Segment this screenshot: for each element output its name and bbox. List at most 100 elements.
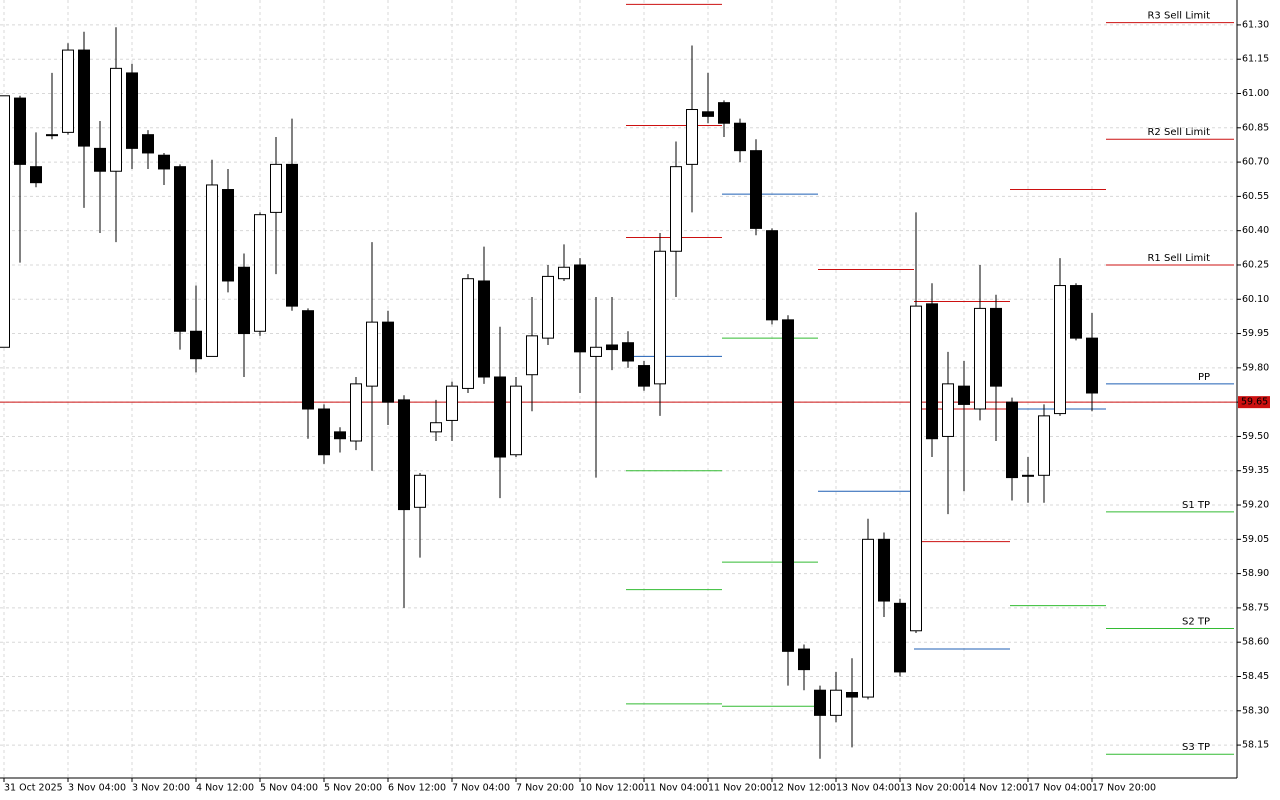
candle-body (990, 307, 1002, 387)
y-tick-label: 61.30 (1242, 19, 1269, 30)
x-tick-label: 14 Nov 12:00 (964, 783, 1028, 794)
candle-body (46, 134, 58, 137)
level-label: S2 TP (1182, 616, 1210, 627)
y-tick-label: 60.55 (1242, 191, 1269, 202)
x-tick-label: 6 Nov 12:00 (388, 783, 446, 794)
level-label: S1 TP (1182, 500, 1210, 511)
candle-body (782, 319, 794, 652)
y-tick-label: 59.35 (1242, 465, 1269, 476)
candle-body (606, 344, 618, 351)
x-tick-label: 3 Nov 04:00 (68, 783, 126, 794)
candle-body (878, 538, 890, 602)
y-tick-label: 58.15 (1242, 740, 1269, 751)
x-tick-label: 12 Nov 12:00 (772, 783, 836, 794)
candle-body (510, 385, 522, 456)
x-tick-label: 13 Nov 04:00 (836, 783, 900, 794)
candle-body (734, 122, 746, 152)
x-tick-label: 4 Nov 12:00 (196, 783, 254, 794)
candle-body (654, 250, 666, 385)
candle-body (222, 189, 234, 282)
candle-body (382, 321, 394, 403)
candle-body (1086, 337, 1098, 394)
y-tick-label: 59.50 (1242, 431, 1269, 442)
candle-body (1054, 285, 1066, 415)
candle-body (30, 166, 42, 184)
y-tick-label: 58.60 (1242, 637, 1269, 648)
candle-body (862, 538, 874, 698)
candle-body (398, 399, 410, 511)
candle-body (1070, 285, 1082, 339)
candle-body (14, 97, 26, 165)
candle-body (414, 474, 426, 508)
y-tick-label: 60.70 (1242, 157, 1269, 168)
y-tick-label: 60.25 (1242, 259, 1269, 270)
candle-body (366, 321, 378, 387)
x-tick-label: 13 Nov 20:00 (900, 783, 964, 794)
candle-body (894, 602, 906, 673)
x-tick-label: 7 Nov 20:00 (516, 783, 574, 794)
candle-body (830, 689, 842, 716)
candle-body (318, 408, 330, 456)
candle-body (766, 230, 778, 321)
y-tick-label: 60.40 (1242, 225, 1269, 236)
candle-body (286, 163, 298, 307)
x-tick-label: 5 Nov 04:00 (260, 783, 318, 794)
candle-body (542, 275, 554, 339)
candle-body (254, 214, 266, 332)
y-tick-label: 59.80 (1242, 362, 1269, 373)
candle-body (1022, 474, 1034, 477)
candle-body (686, 109, 698, 165)
candle-body (942, 383, 954, 437)
level-label: PP (1198, 372, 1210, 383)
candle-body (62, 49, 74, 133)
candle-body (558, 266, 570, 280)
candle-body (174, 166, 186, 332)
candle-body (494, 376, 506, 458)
candle-body (926, 303, 938, 440)
candle-body (206, 184, 218, 357)
x-tick-label: 10 Nov 12:00 (580, 783, 644, 794)
y-tick-label: 58.45 (1242, 671, 1269, 682)
x-tick-label: 3 Nov 20:00 (132, 783, 190, 794)
x-tick-label: 7 Nov 04:00 (452, 783, 510, 794)
bid-label: 59.65 (1241, 397, 1268, 408)
candle-body (110, 67, 122, 172)
candle-body (702, 111, 714, 117)
candle-body (78, 49, 90, 147)
candle-body (94, 147, 106, 172)
candle-body (798, 648, 810, 671)
candle-body (0, 95, 10, 348)
candle-body (910, 305, 922, 632)
candle-body (302, 310, 314, 410)
y-tick-label: 60.85 (1242, 122, 1269, 133)
level-label: R1 Sell Limit (1147, 253, 1210, 264)
x-tick-label: 17 Nov 20:00 (1092, 783, 1156, 794)
y-tick-label: 61.15 (1242, 54, 1269, 65)
y-tick-label: 59.95 (1242, 328, 1269, 339)
candle-body (446, 385, 458, 421)
y-tick-label: 59.05 (1242, 534, 1269, 545)
candle-body (142, 134, 154, 154)
candle-body (750, 150, 762, 229)
candle-body (478, 280, 490, 378)
candle-body (958, 385, 970, 405)
y-tick-label: 61.00 (1242, 88, 1269, 99)
candle-body (590, 346, 602, 357)
x-tick-label: 31 Oct 2025 (4, 783, 63, 794)
y-tick-label: 58.75 (1242, 602, 1269, 613)
candle-body (526, 335, 538, 376)
candle-body (462, 278, 474, 389)
level-label: S3 TP (1182, 742, 1210, 753)
x-tick-label: 11 Nov 20:00 (708, 783, 772, 794)
candle-body (270, 163, 282, 213)
x-tick-label: 5 Nov 20:00 (324, 783, 382, 794)
x-tick-label: 11 Nov 04:00 (644, 783, 708, 794)
y-tick-label: 58.90 (1242, 568, 1269, 579)
y-tick-label: 59.20 (1242, 500, 1269, 511)
candle-body (1006, 401, 1018, 479)
candle-body (1038, 415, 1050, 476)
candle-body (430, 422, 442, 433)
candle-body (190, 330, 202, 360)
candle-body (238, 266, 250, 335)
